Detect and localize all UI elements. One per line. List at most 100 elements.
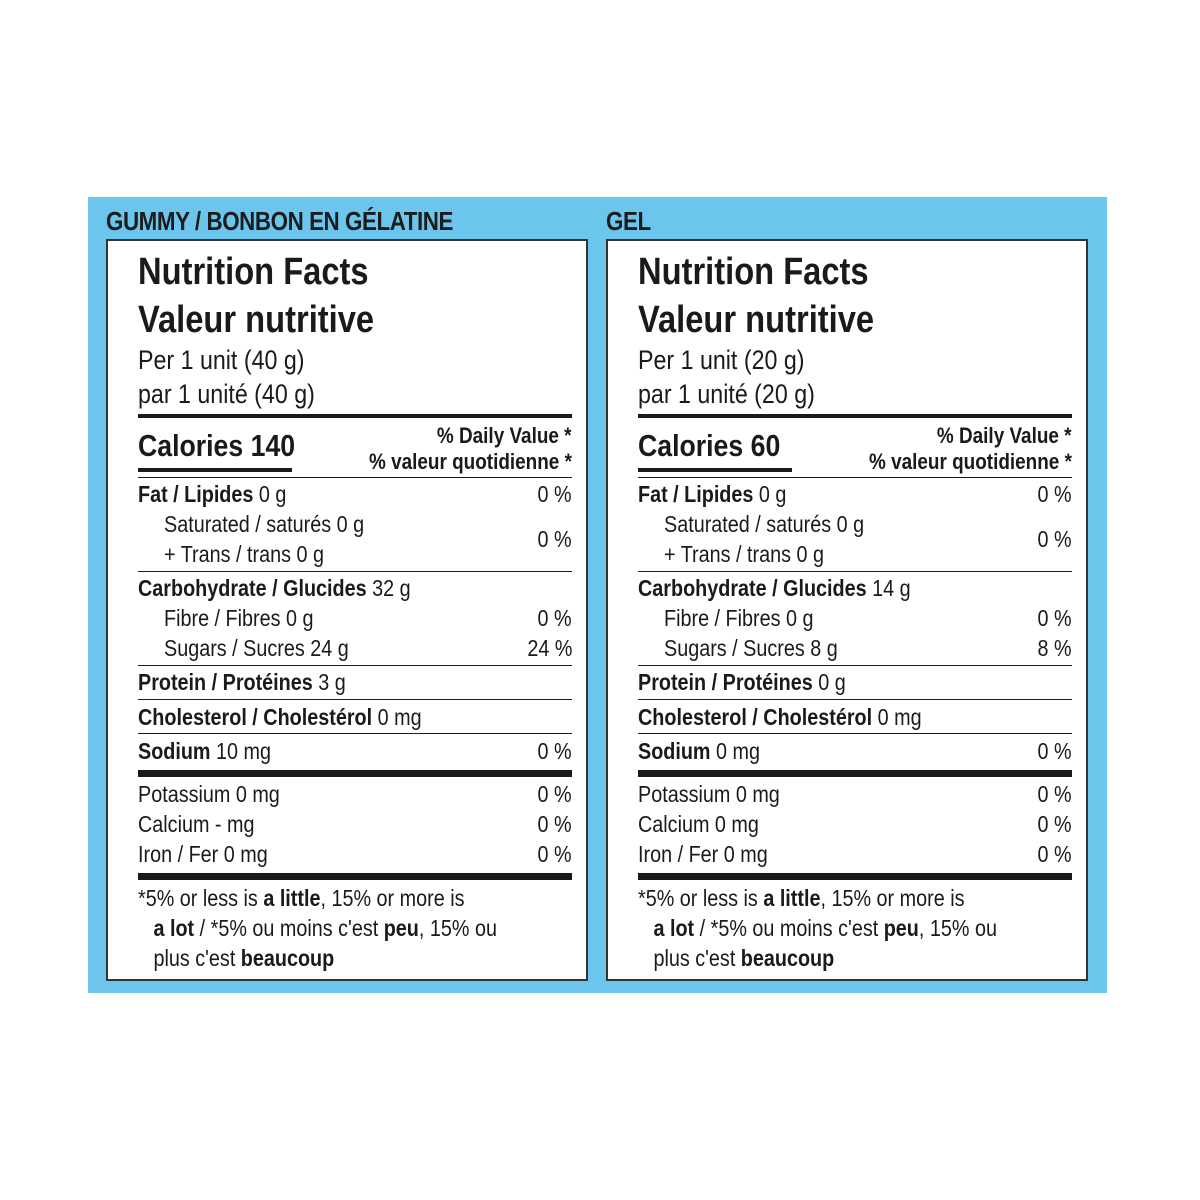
sugars-row: Sugars / Sucres 8 g 8 % bbox=[638, 635, 1072, 663]
footnote-text: / *5% ou moins c'est bbox=[194, 915, 384, 941]
iron-row: Iron / Fer 0 mg 0 % bbox=[138, 841, 572, 869]
footnote-emphasis: peu bbox=[383, 915, 419, 941]
potassium-label: Potassium 0 mg bbox=[138, 781, 280, 807]
sodium-row: Sodium 10 mg 0 % bbox=[138, 738, 572, 766]
saturated-row: Saturated / saturés 0 g bbox=[638, 511, 1072, 539]
divider-thick bbox=[638, 873, 1072, 880]
sugars-row: Sugars / Sucres 24 g 24 % bbox=[138, 635, 572, 663]
trans-row: + Trans / trans 0 g bbox=[638, 541, 1072, 569]
fibre-label: Fibre / Fibres 0 g bbox=[664, 605, 814, 631]
protein-row: Protein / Protéines 3 g bbox=[138, 669, 572, 697]
iron-row: Iron / Fer 0 mg 0 % bbox=[638, 841, 1072, 869]
calcium-label: Calcium 0 mg bbox=[638, 811, 759, 837]
divider bbox=[638, 477, 1072, 478]
trans-label: + Trans / trans 0 g bbox=[664, 541, 824, 567]
calcium-label: Calcium - mg bbox=[138, 811, 255, 837]
divider-thick bbox=[638, 414, 1072, 418]
fibre-percent: 0 % bbox=[1037, 605, 1072, 631]
potassium-row: Potassium 0 mg 0 % bbox=[638, 781, 1072, 809]
calories-underline bbox=[638, 468, 792, 472]
nutrition-panel-gel: Nutrition Facts Valeur nutritive Per 1 u… bbox=[606, 239, 1088, 981]
footnote-emphasis: a little bbox=[763, 885, 821, 911]
divider bbox=[138, 733, 572, 734]
trans-row: + Trans / trans 0 g bbox=[138, 541, 572, 569]
nutrition-panel-gummy: Nutrition Facts Valeur nutritive Per 1 u… bbox=[106, 239, 588, 981]
footnote-text: , 15% or more is bbox=[320, 885, 465, 911]
divider-thick bbox=[638, 770, 1072, 777]
footnote-text: plus c'est bbox=[153, 945, 241, 971]
protein-amount: 0 g bbox=[818, 669, 846, 695]
heading-fr: Valeur nutritive bbox=[138, 299, 375, 341]
divider bbox=[638, 665, 1072, 666]
serving-size-en: Per 1 unit (20 g) bbox=[638, 345, 805, 375]
sugars-label: Sugars / Sucres 8 g bbox=[664, 635, 838, 661]
carb-amount: 32 g bbox=[372, 575, 411, 601]
trans-label: + Trans / trans 0 g bbox=[164, 541, 324, 567]
saturated-label: Saturated / saturés 0 g bbox=[164, 511, 365, 537]
cholesterol-amount: 0 mg bbox=[377, 704, 422, 730]
footnote: *5% or less is a little, 15% or more is … bbox=[138, 883, 497, 973]
fat-row: Fat / Lipides 0 g 0 % bbox=[138, 481, 572, 509]
footnote-text: / *5% ou moins c'est bbox=[694, 915, 884, 941]
divider-thick bbox=[138, 873, 572, 880]
sodium-percent: 0 % bbox=[1037, 738, 1072, 764]
serving-size-fr: par 1 unité (20 g) bbox=[638, 379, 815, 409]
saturated-label: Saturated / saturés 0 g bbox=[664, 511, 865, 537]
potassium-label: Potassium 0 mg bbox=[638, 781, 780, 807]
calcium-percent: 0 % bbox=[537, 811, 572, 837]
cholesterol-label: Cholesterol / Cholestérol bbox=[138, 704, 373, 730]
sodium-row: Sodium 0 mg 0 % bbox=[638, 738, 1072, 766]
potassium-percent: 0 % bbox=[1037, 781, 1072, 807]
divider bbox=[138, 477, 572, 478]
divider bbox=[638, 571, 1072, 572]
heading-en: Nutrition Facts bbox=[138, 251, 369, 293]
fat-percent: 0 % bbox=[1037, 481, 1072, 507]
footnote-emphasis: peu bbox=[883, 915, 919, 941]
fibre-percent: 0 % bbox=[537, 605, 572, 631]
sodium-label: Sodium bbox=[138, 738, 211, 764]
carb-amount: 14 g bbox=[872, 575, 911, 601]
footnote-emphasis: a lot bbox=[653, 915, 695, 941]
calcium-row: Calcium 0 mg 0 % bbox=[638, 811, 1072, 839]
calcium-row: Calcium - mg 0 % bbox=[138, 811, 572, 839]
sugars-label: Sugars / Sucres 24 g bbox=[164, 635, 349, 661]
cholesterol-label: Cholesterol / Cholestérol bbox=[638, 704, 873, 730]
divider bbox=[138, 699, 572, 700]
calories-underline bbox=[138, 468, 292, 472]
potassium-percent: 0 % bbox=[537, 781, 572, 807]
footnote-emphasis: beaucoup bbox=[240, 945, 335, 971]
calories: Calories 140 bbox=[138, 428, 296, 463]
divider bbox=[138, 571, 572, 572]
carbohydrate-row: Carbohydrate / Glucides 32 g bbox=[138, 575, 572, 603]
sugars-percent: 8 % bbox=[1037, 635, 1072, 661]
daily-value-en: % Daily Value * bbox=[937, 423, 1072, 448]
fat-amount: 0 g bbox=[258, 481, 287, 507]
fibre-row: Fibre / Fibres 0 g 0 % bbox=[138, 605, 572, 633]
divider bbox=[638, 733, 1072, 734]
sat-trans-percent: 0 % bbox=[1037, 526, 1072, 552]
daily-value-fr: % valeur quotidienne * bbox=[369, 449, 572, 474]
saturated-row: Saturated / saturés 0 g bbox=[138, 511, 572, 539]
iron-label: Iron / Fer 0 mg bbox=[638, 841, 768, 867]
divider bbox=[138, 665, 572, 666]
sat-trans-percent: 0 % bbox=[537, 526, 572, 552]
protein-label: Protein / Protéines bbox=[638, 669, 813, 695]
sat-trans-percent-row: 0 % bbox=[138, 526, 572, 554]
fat-label: Fat / Lipides bbox=[138, 481, 254, 507]
carb-label: Carbohydrate / Glucides bbox=[638, 575, 867, 601]
daily-value-en: % Daily Value * bbox=[437, 423, 572, 448]
divider-thick bbox=[138, 414, 572, 418]
fat-amount: 0 g bbox=[758, 481, 787, 507]
fat-percent: 0 % bbox=[537, 481, 572, 507]
fat-row: Fat / Lipides 0 g 0 % bbox=[638, 481, 1072, 509]
cholesterol-row: Cholesterol / Cholestérol 0 mg bbox=[638, 704, 1072, 732]
fibre-row: Fibre / Fibres 0 g 0 % bbox=[638, 605, 1072, 633]
serving-size-fr: par 1 unité (40 g) bbox=[138, 379, 315, 409]
cholesterol-amount: 0 mg bbox=[877, 704, 922, 730]
heading-en: Nutrition Facts bbox=[638, 251, 869, 293]
product-title-gel: GEL bbox=[606, 206, 651, 236]
footnote-text: *5% or less is bbox=[138, 885, 264, 911]
footnote-text: *5% or less is bbox=[638, 885, 764, 911]
footnote-text: plus c'est bbox=[653, 945, 741, 971]
iron-percent: 0 % bbox=[1037, 841, 1072, 867]
